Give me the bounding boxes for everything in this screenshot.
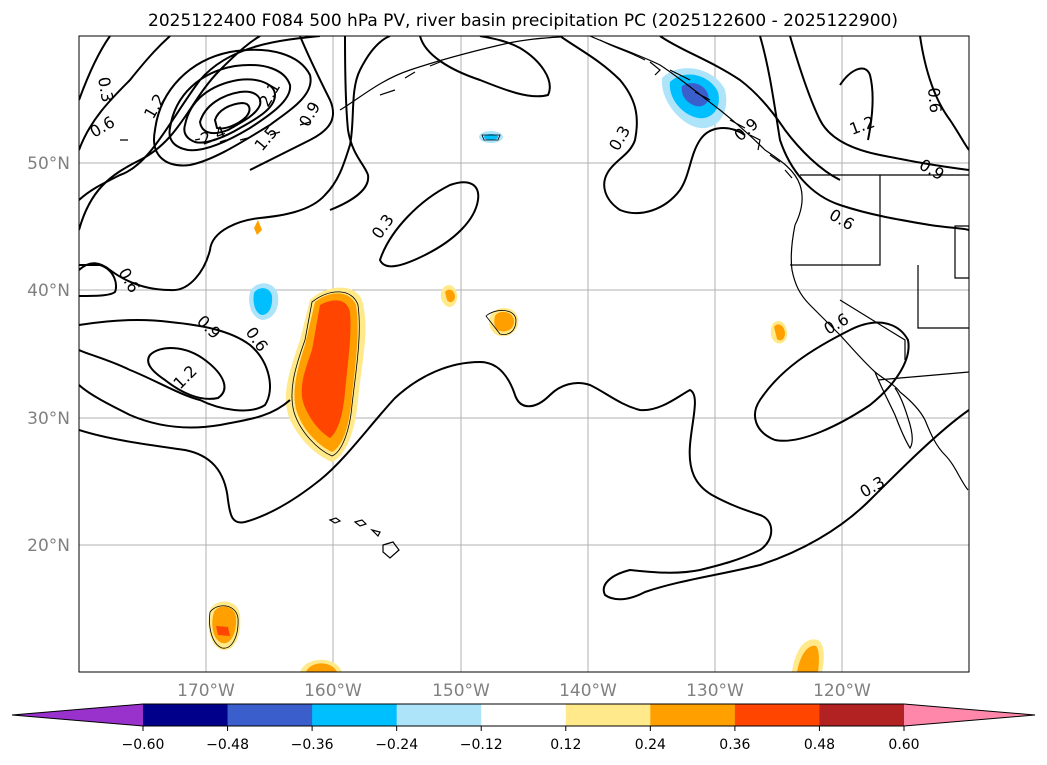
map-frame — [78, 35, 970, 673]
lat-label: 50°N — [27, 154, 70, 174]
lon-label: 170°W — [177, 681, 235, 701]
colorbar-tick-label: 0.48 — [804, 737, 835, 753]
colorbar-segment — [734, 704, 820, 726]
map-area: 0.3 0.6 1.2 2.1 2.4 1.5 0.9 0.3 0.6 0.9 … — [79, 36, 969, 672]
colorbar: −0.60 −0.48 −0.36 −0.24 −0.12 0.12 0.24 0.36 0.4… — [11, 703, 1036, 753]
lon-label: 130°W — [686, 681, 744, 701]
colorbar-tick-label: −0.12 — [460, 737, 503, 753]
figure-title: 2025122400 F084 500 hPa PV, river basin … — [148, 11, 898, 31]
contour-label: 0.3 — [94, 75, 117, 103]
colorbar-tick-label: 0.24 — [635, 737, 666, 753]
colorbar-tick-label: 0.12 — [550, 737, 581, 753]
colorbar-segment — [312, 704, 398, 726]
colorbar-segment — [565, 704, 651, 726]
colorbar-tick-label: 0.36 — [719, 737, 750, 753]
lon-label: 140°W — [559, 681, 617, 701]
colorbar-segment — [650, 704, 736, 726]
lat-label: 40°N — [27, 281, 70, 301]
precip-shading — [208, 68, 824, 672]
colorbar-segment — [819, 704, 905, 726]
colorbar-segment — [227, 704, 313, 726]
colorbar-tick-label: −0.60 — [122, 737, 165, 753]
colorbar-tick-label: −0.48 — [206, 737, 249, 753]
lon-labels: 170°W 160°W 150°W 140°W 130°W 120°W — [177, 681, 871, 701]
colorbar-segment — [143, 704, 229, 726]
colorbar-extend-high — [904, 704, 1035, 726]
lon-label: 120°W — [813, 681, 871, 701]
colorbar-tick-label: 0.60 — [888, 737, 919, 753]
contour-label: 0.6 — [924, 87, 945, 114]
colorbar-segment — [396, 704, 482, 726]
colorbar-extend-low — [12, 704, 143, 726]
shading-outlines — [209, 134, 517, 649]
lat-label: 30°N — [27, 409, 70, 429]
lon-label: 150°W — [432, 681, 490, 701]
lat-label: 20°N — [27, 536, 70, 556]
lon-label: 160°W — [304, 681, 362, 701]
colorbar-tick-label: −0.24 — [375, 737, 418, 753]
colorbar-tick-label: −0.36 — [291, 737, 334, 753]
pv-contours — [79, 36, 969, 601]
lat-labels: 50°N 40°N 30°N 20°N — [27, 154, 70, 556]
colorbar-segment — [481, 704, 567, 726]
